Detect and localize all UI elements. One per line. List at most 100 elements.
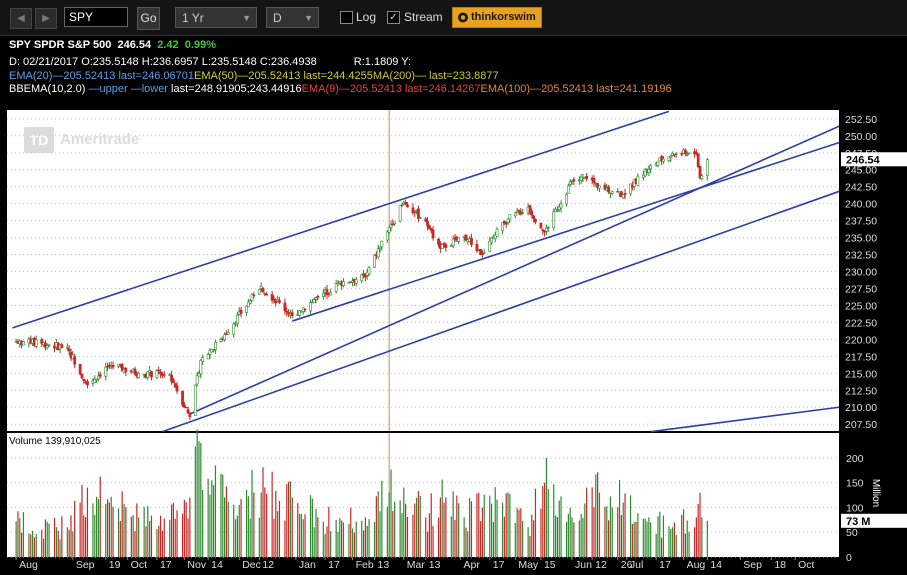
volume-bar — [439, 497, 441, 557]
candle-body — [303, 308, 307, 311]
volume-bar — [560, 496, 562, 557]
candle-body — [329, 292, 333, 296]
candle-body — [367, 267, 371, 275]
volume-bar — [571, 517, 573, 557]
candle-body — [157, 369, 161, 372]
ema-legend-line: EMA(20)—205.52413 last=246.06701EMA(50)—… — [9, 70, 499, 82]
interval-select[interactable]: D ▼ — [266, 7, 319, 28]
candle-body — [427, 225, 431, 230]
volume-bar — [149, 520, 151, 557]
volume-bar — [533, 520, 535, 557]
ameritrade-watermark: TD Ameritrade — [24, 127, 139, 153]
candle-body — [186, 409, 190, 414]
trendline — [650, 406, 840, 433]
volume-bar — [79, 502, 81, 557]
volume-bar — [245, 490, 248, 557]
period-select[interactable]: 1 Yr ▼ — [175, 7, 257, 28]
volume-bar — [211, 480, 213, 557]
volume-bar — [72, 531, 74, 557]
volume-bar — [480, 521, 482, 557]
log-checkbox[interactable] — [340, 11, 353, 24]
volume-bar — [624, 493, 626, 557]
volume-bar — [522, 520, 524, 557]
x-tick-label: Aug — [19, 559, 38, 571]
x-tick-label: 19 — [109, 559, 121, 571]
volume-bar — [595, 474, 597, 557]
ema100-last: last=241.19196 — [596, 83, 672, 95]
volume-bar — [264, 487, 266, 557]
thinkorswim-logo-icon — [458, 12, 468, 23]
data-high: H:236.6957 — [141, 56, 199, 68]
forward-button[interactable]: ▶ — [35, 8, 57, 29]
volume-bar — [317, 517, 319, 557]
volume-bar — [584, 503, 586, 557]
candle-body — [360, 274, 364, 281]
candle-body — [290, 312, 294, 316]
volume-bar — [650, 522, 652, 557]
price-tick-label: 240.00 — [845, 199, 877, 211]
thinkorswim-button[interactable]: thinkorswim — [452, 7, 542, 28]
volume-bar — [452, 491, 454, 557]
candle-body — [314, 297, 318, 300]
candle-body — [479, 249, 483, 255]
volume-bar — [240, 499, 242, 557]
volume-bar — [48, 523, 50, 557]
symbol-input[interactable] — [64, 7, 128, 27]
volume-bar — [35, 534, 37, 557]
stream-checkbox[interactable]: ✓ — [387, 11, 400, 24]
candle-body — [418, 217, 422, 219]
volume-bar — [693, 527, 696, 557]
candle-body — [451, 238, 455, 246]
volume-bar — [635, 521, 637, 557]
x-tick-label: 17 — [160, 559, 172, 571]
volume-bar — [198, 441, 200, 557]
volume-bar — [501, 502, 504, 557]
price-tick-label: 222.50 — [845, 317, 877, 329]
volume-bar — [681, 514, 683, 557]
volume-bar — [494, 487, 496, 557]
candle-body — [208, 350, 212, 355]
last-volume-tag: 73 M — [841, 513, 907, 528]
candle-body — [555, 210, 559, 212]
volume-bar — [381, 480, 383, 557]
candle-body — [424, 218, 428, 222]
go-button[interactable]: Go — [137, 7, 160, 30]
x-tick-label: May — [518, 559, 539, 571]
volume-bar — [661, 537, 663, 557]
candle-body — [316, 296, 320, 298]
volume-bar — [110, 496, 112, 557]
volume-bar — [326, 526, 328, 557]
volume-bar — [529, 535, 531, 557]
candle-body — [541, 229, 545, 232]
candle-body — [669, 155, 673, 158]
data-low: L:235.5148 — [201, 56, 257, 68]
back-button[interactable]: ◀ — [10, 8, 32, 29]
candle-body — [598, 185, 601, 189]
volume-bar — [586, 487, 588, 557]
candle-body — [246, 301, 250, 307]
volume-bar — [302, 519, 304, 557]
volume-bar — [209, 494, 211, 557]
volume-bar — [22, 512, 25, 557]
volume-bar — [328, 506, 330, 557]
volume-bar — [406, 516, 409, 557]
candle-body — [603, 184, 607, 190]
candle-body — [261, 287, 265, 293]
candle-body — [673, 154, 676, 156]
price-tick-label: 227.50 — [845, 283, 877, 295]
volume-bar — [699, 492, 701, 557]
stream-label: Stream — [404, 10, 443, 24]
volume-bar — [66, 527, 68, 557]
candle-body — [67, 348, 71, 352]
volume-bar — [659, 511, 661, 557]
candle-body — [619, 191, 623, 198]
volume-bar — [86, 487, 89, 557]
candle-body — [502, 220, 506, 224]
candle-body — [656, 161, 660, 166]
volume-bar — [119, 521, 121, 557]
volume-bar — [463, 517, 465, 557]
price-chart[interactable]: TD Ameritrade 252.50250.00247.50245.0024… — [0, 98, 907, 575]
volume-bar — [540, 508, 542, 557]
volume-bar — [57, 530, 59, 557]
candle-body — [22, 341, 25, 346]
